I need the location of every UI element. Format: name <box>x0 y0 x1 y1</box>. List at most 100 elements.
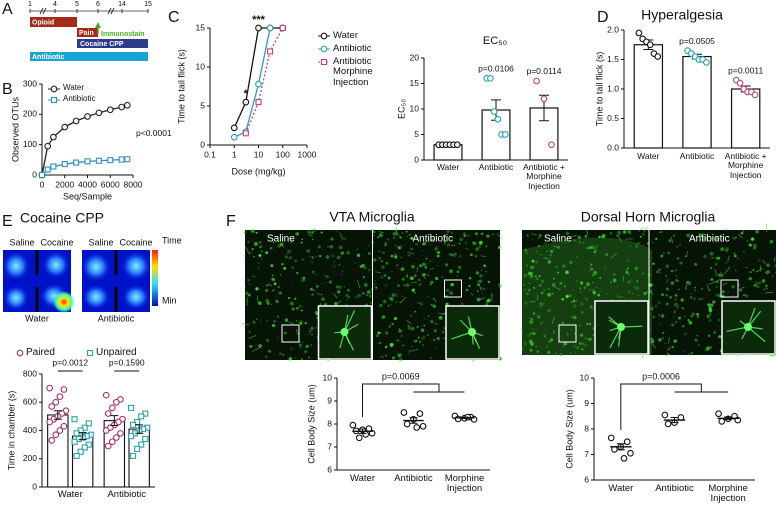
cell-process <box>438 312 445 316</box>
cell-speck <box>477 290 479 293</box>
legend-label: Unpaired <box>96 347 137 358</box>
y-tick-label: 1.5 <box>607 54 619 64</box>
x-tick-label: Antibiotic <box>679 151 715 161</box>
cell-speck <box>390 299 393 301</box>
cell-speck <box>419 264 423 268</box>
cell-process <box>671 236 674 244</box>
point <box>73 430 80 437</box>
point <box>46 384 54 392</box>
cell-speck <box>673 316 675 318</box>
cell-speck <box>441 331 445 334</box>
cell-process <box>635 241 641 246</box>
y-tick-label: 6 <box>327 464 332 474</box>
cell-speck <box>255 277 257 279</box>
cell-speck <box>397 353 402 358</box>
cell-speck <box>699 297 701 299</box>
cell-speck <box>487 298 491 303</box>
cell-speck <box>718 335 722 339</box>
cell-speck <box>584 337 587 339</box>
cell-process <box>699 297 704 301</box>
cell-speck <box>658 268 661 272</box>
cell-speck <box>531 259 535 263</box>
y-tick-label: 0 <box>200 139 205 149</box>
cell-speck <box>757 259 761 262</box>
cell-speck <box>677 280 679 282</box>
cell-speck <box>684 286 686 288</box>
p-value: p=0.0011 <box>728 65 763 75</box>
cell-speck <box>449 269 453 274</box>
cell-speck <box>746 266 748 269</box>
cell-speck <box>650 306 654 311</box>
cell-speck <box>732 236 736 240</box>
cell-speck <box>289 321 291 324</box>
x-tick-label: 1 <box>232 149 237 159</box>
cell-speck <box>651 340 655 344</box>
cell-speck <box>294 356 297 359</box>
cell-speck <box>694 286 697 289</box>
timeline-label: Antibiotic <box>32 54 64 61</box>
cell-speck <box>363 266 367 270</box>
point <box>113 434 120 441</box>
cell-speck <box>294 297 297 300</box>
cell-speck <box>713 331 716 334</box>
timeline-day: 6 <box>96 1 100 8</box>
cell-speck <box>579 288 582 290</box>
y-axis-label: Time in chamber (s) <box>6 391 16 471</box>
cell-speck <box>720 247 725 252</box>
cell-speck <box>438 315 443 320</box>
cell-speck <box>580 302 584 306</box>
cell-speck <box>687 318 690 322</box>
cell-speck <box>324 303 327 306</box>
cell-speck <box>480 269 483 272</box>
cell-speck <box>295 319 298 322</box>
cell-speck <box>437 250 441 255</box>
cell-speck <box>475 247 479 251</box>
cell-speck <box>642 233 645 236</box>
cell-speck <box>686 233 691 238</box>
cell-speck <box>248 283 251 286</box>
cell-speck <box>643 243 645 246</box>
cell-speck <box>610 281 613 284</box>
cell-speck <box>697 344 700 346</box>
cell-speck <box>429 244 432 247</box>
point <box>73 159 80 166</box>
cell-speck <box>552 277 556 280</box>
cell-speck <box>703 254 707 259</box>
cell-speck <box>766 270 770 274</box>
cell-speck <box>424 266 428 269</box>
cell-speck <box>436 337 440 340</box>
point <box>38 171 46 179</box>
cell-speck <box>527 288 531 292</box>
cell-speck <box>434 247 438 251</box>
point <box>355 434 363 442</box>
cell-speck <box>445 263 449 267</box>
cell-speck <box>403 284 406 287</box>
cell-speck <box>258 254 262 257</box>
cell-speck <box>399 327 401 330</box>
cell-process <box>333 293 338 299</box>
cell-speck <box>591 245 595 250</box>
point <box>48 437 56 444</box>
cell-speck <box>251 229 255 233</box>
cell-speck <box>694 263 698 266</box>
point <box>607 434 615 442</box>
point <box>84 113 91 120</box>
cell-speck <box>753 243 757 248</box>
cell-speck <box>742 230 745 233</box>
point <box>540 95 548 103</box>
cell-speck <box>325 255 330 259</box>
point <box>623 438 631 446</box>
cell-speck <box>526 234 529 237</box>
cell-speck <box>589 263 593 266</box>
cell-speck <box>659 231 662 234</box>
cell-process <box>310 333 314 336</box>
point <box>123 101 131 109</box>
error-bar <box>460 416 469 419</box>
cell-speck <box>526 292 529 295</box>
cell-speck <box>410 247 414 251</box>
cell-speck <box>529 274 534 279</box>
cell-speck <box>326 276 329 279</box>
point <box>130 421 137 428</box>
y-tick-label: 200 <box>23 109 37 119</box>
